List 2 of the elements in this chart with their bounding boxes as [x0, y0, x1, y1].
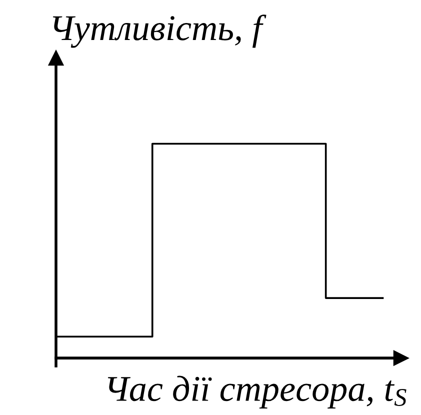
x-axis-title: Час дії стресора, t$_{S}$ [108, 376, 406, 408]
y-axis-title: Чутливість, f [52, 14, 266, 48]
